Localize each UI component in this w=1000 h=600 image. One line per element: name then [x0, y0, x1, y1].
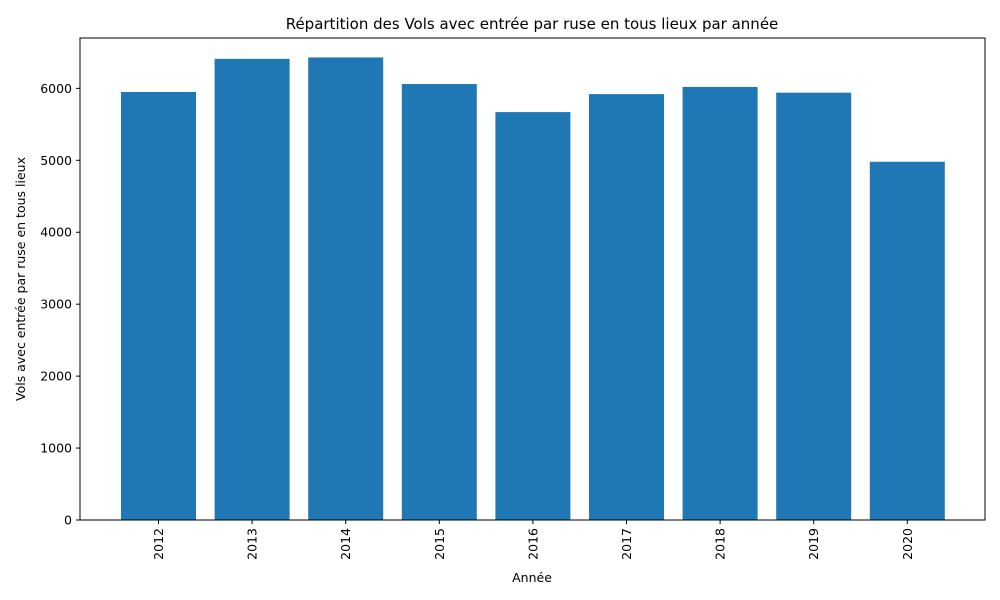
bar-2017 — [589, 94, 664, 520]
bars-group — [121, 57, 945, 521]
chart-title: Répartition des Vols avec entrée par rus… — [286, 15, 779, 33]
bar-2012 — [121, 91, 196, 520]
y-tick-label: 2000 — [40, 369, 72, 384]
y-tick-label: 1000 — [40, 441, 72, 456]
y-axis-label: Vols avec entrée par ruse en tous lieux — [13, 157, 28, 401]
bar-2020 — [869, 161, 945, 521]
x-tick-label: 2013 — [245, 528, 260, 560]
y-tick-label: 5000 — [40, 153, 72, 168]
y-tick-label: 6000 — [40, 81, 72, 96]
y-tick-label: 4000 — [40, 225, 72, 240]
x-tick-label: 2018 — [713, 528, 728, 560]
x-tick-label: 2017 — [619, 528, 634, 560]
bar-2015 — [401, 84, 477, 520]
y-tick-label: 3000 — [40, 297, 72, 312]
y-tick-label: 0 — [64, 513, 72, 528]
x-axis-label: Année — [512, 570, 552, 585]
bar-2019 — [776, 92, 852, 521]
bar-2016 — [495, 112, 571, 520]
x-tick-label: 2014 — [338, 528, 353, 560]
x-tick-label: 2019 — [806, 528, 821, 560]
x-tick-label: 2020 — [900, 528, 915, 560]
x-tick-label: 2012 — [151, 528, 166, 560]
y-axis-ticks: 0 1000 2000 3000 4000 5000 6000 — [40, 81, 80, 528]
bar-2014 — [308, 57, 384, 520]
x-axis-ticks: 2012 2013 2014 2015 2016 2017 2018 2019 2020 — [151, 520, 915, 560]
bar-2018 — [682, 86, 758, 520]
bar-2013 — [214, 58, 290, 521]
plot-frame — [79, 37, 986, 521]
x-tick-label: 2015 — [432, 528, 447, 560]
x-tick-label: 2016 — [525, 528, 540, 560]
